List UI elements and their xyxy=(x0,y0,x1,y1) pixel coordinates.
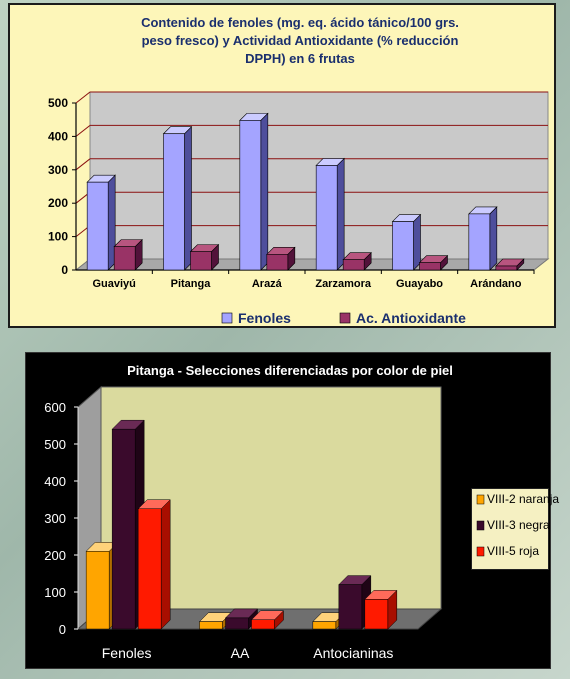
y-tick-label: 200 xyxy=(44,548,66,563)
y-tick-label: 100 xyxy=(44,585,66,600)
bar-negra xyxy=(225,617,249,630)
bar-antioxidante xyxy=(113,246,136,271)
chart-title: Pitanga - Selecciones diferenciadas por … xyxy=(127,363,453,378)
x-tick-label: Fenoles xyxy=(102,645,152,661)
y-tick-label: 600 xyxy=(44,400,66,415)
x-tick-label: Antocianinas xyxy=(313,645,393,661)
legend-label: VIII-3 negra xyxy=(487,518,550,532)
bar-roja xyxy=(137,508,162,630)
bar-antioxidante xyxy=(495,265,518,271)
bar-side xyxy=(260,112,269,271)
bar-fenoles xyxy=(163,133,185,271)
gridline-side xyxy=(75,158,91,171)
legend-swatch xyxy=(476,546,485,557)
y-tick-label: 500 xyxy=(44,437,66,452)
x-tick-label: Pitanga xyxy=(171,278,212,290)
chart-title-line: Contenido de fenoles (mg. eq. ácido táni… xyxy=(141,15,459,30)
y-tick-label: 400 xyxy=(48,129,68,143)
bar-fenoles xyxy=(239,120,262,271)
x-tick-label: AA xyxy=(231,645,250,661)
y-tick-label: 0 xyxy=(59,622,66,637)
chart-panel-pitanga: Pitanga - Selecciones diferenciadas por … xyxy=(25,352,559,669)
legend-swatch xyxy=(339,312,351,324)
y-tick-label: 200 xyxy=(48,196,68,210)
legend-label: Fenoles xyxy=(238,310,291,326)
bar-side xyxy=(489,206,498,271)
bar-fenoles xyxy=(392,221,414,271)
x-tick-label: Guayabo xyxy=(396,278,443,290)
bar-roja xyxy=(251,619,275,630)
legend-label: Ac. Antioxidante xyxy=(356,310,466,326)
bar-negra xyxy=(111,428,136,630)
bar-antioxidante xyxy=(419,262,441,271)
y-tick-label: 400 xyxy=(44,474,66,489)
gridline-side xyxy=(75,91,91,104)
y-tick-label: 500 xyxy=(48,96,68,110)
legend-swatch xyxy=(476,520,485,531)
bar-side xyxy=(184,126,192,271)
bar-fenoles xyxy=(315,165,338,271)
bar-naranja xyxy=(312,621,337,630)
y-tick-label: 0 xyxy=(61,263,68,277)
bar-fenoles xyxy=(468,213,491,271)
y-tick-label: 300 xyxy=(48,163,68,177)
x-tick-label: Guaviyú xyxy=(92,278,135,290)
legend-label: VIII-5 roja xyxy=(487,544,539,558)
bar-antioxidante xyxy=(266,254,289,271)
y-tick-label: 100 xyxy=(48,230,68,244)
x-tick-label: Arazá xyxy=(252,278,283,290)
legend-swatch xyxy=(476,494,485,505)
bar-side xyxy=(413,213,421,271)
legend-swatch xyxy=(221,312,233,324)
y-tick-label: 300 xyxy=(44,511,66,526)
bar-antioxidante xyxy=(190,251,212,271)
bar-naranja xyxy=(85,551,110,630)
chart-panel-frutas: Contenido de fenoles (mg. eq. ácido táni… xyxy=(8,3,556,328)
chart-title-line: peso fresco) y Actividad Antioxidante (%… xyxy=(142,33,459,48)
bar-side xyxy=(160,499,171,630)
bar-naranja xyxy=(199,621,223,630)
bar-fenoles xyxy=(86,181,109,271)
bar-negra xyxy=(338,584,363,630)
bar-side xyxy=(336,157,345,271)
bar-roja xyxy=(364,599,389,630)
chart-title-line: DPPH) en 6 frutas xyxy=(245,51,355,66)
x-tick-label: Zarzamora xyxy=(315,278,372,290)
chart-frutas: Contenido de fenoles (mg. eq. ácido táni… xyxy=(48,15,550,326)
x-tick-label: Arándano xyxy=(470,278,522,290)
chart-pitanga: Pitanga - Selecciones diferenciadas por … xyxy=(44,363,559,661)
gridline-side xyxy=(75,125,91,137)
bar-antioxidante xyxy=(342,259,365,271)
legend-label: VIII-2 naranja xyxy=(487,492,559,506)
